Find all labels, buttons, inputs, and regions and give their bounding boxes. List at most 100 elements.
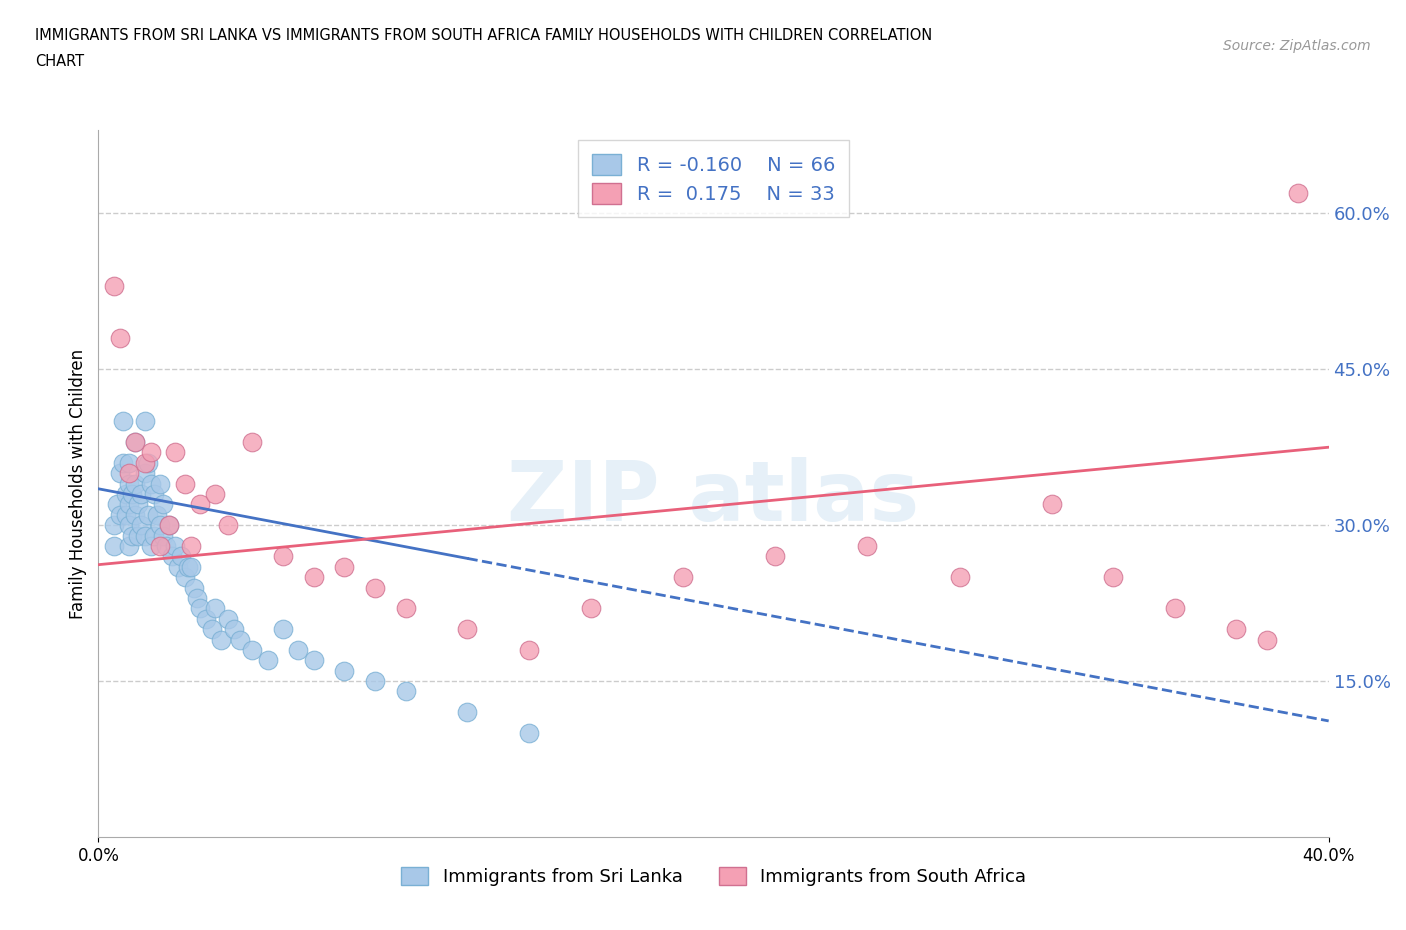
- Point: [180, 538, 202, 553]
- Point: [517, 643, 540, 658]
- Point: [302, 570, 325, 585]
- Text: IMMIGRANTS FROM SRI LANKA VS IMMIGRANTS FROM SOUTH AFRICA FAMILY HOUSEHOLDS WITH: IMMIGRANTS FROM SRI LANKA VS IMMIGRANTS …: [35, 28, 932, 43]
- Point: [108, 466, 131, 481]
- Point: [188, 601, 211, 616]
- Point: [180, 559, 202, 574]
- Point: [127, 528, 149, 543]
- Point: [136, 508, 159, 523]
- Point: [124, 508, 146, 523]
- Point: [124, 476, 146, 491]
- Point: [183, 580, 205, 595]
- Point: [395, 684, 418, 699]
- Point: [121, 528, 143, 543]
- Point: [112, 414, 135, 429]
- Point: [105, 497, 128, 512]
- Point: [146, 508, 169, 523]
- Point: [165, 538, 187, 553]
- Point: [1040, 497, 1063, 512]
- Point: [121, 486, 143, 501]
- Point: [134, 456, 156, 471]
- Point: [364, 673, 387, 688]
- Point: [155, 538, 177, 553]
- Point: [672, 570, 695, 585]
- Point: [118, 456, 141, 471]
- Point: [167, 559, 190, 574]
- Point: [456, 621, 478, 636]
- Point: [364, 580, 387, 595]
- Point: [456, 705, 478, 720]
- Point: [108, 508, 131, 523]
- Point: [136, 456, 159, 471]
- Point: [256, 653, 278, 668]
- Legend: Immigrants from Sri Lanka, Immigrants from South Africa: Immigrants from Sri Lanka, Immigrants fr…: [392, 857, 1035, 895]
- Point: [149, 538, 172, 553]
- Point: [188, 497, 211, 512]
- Point: [204, 601, 226, 616]
- Point: [1286, 185, 1309, 200]
- Point: [333, 559, 356, 574]
- Point: [157, 518, 180, 533]
- Point: [131, 518, 153, 533]
- Point: [124, 434, 146, 449]
- Point: [302, 653, 325, 668]
- Point: [165, 445, 187, 459]
- Point: [287, 643, 309, 658]
- Point: [103, 538, 125, 553]
- Point: [1256, 632, 1278, 647]
- Point: [152, 497, 174, 512]
- Point: [115, 508, 138, 523]
- Text: Source: ZipAtlas.com: Source: ZipAtlas.com: [1223, 39, 1371, 53]
- Point: [134, 528, 156, 543]
- Point: [229, 632, 252, 647]
- Point: [127, 497, 149, 512]
- Point: [118, 518, 141, 533]
- Point: [201, 621, 224, 636]
- Point: [271, 549, 294, 564]
- Point: [103, 518, 125, 533]
- Point: [170, 549, 193, 564]
- Point: [240, 643, 263, 658]
- Point: [118, 497, 141, 512]
- Point: [271, 621, 294, 636]
- Point: [142, 486, 165, 501]
- Point: [139, 476, 162, 491]
- Point: [217, 518, 239, 533]
- Point: [1225, 621, 1247, 636]
- Point: [217, 611, 239, 626]
- Text: ZIP atlas: ZIP atlas: [508, 458, 920, 538]
- Point: [134, 466, 156, 481]
- Point: [118, 466, 141, 481]
- Point: [176, 559, 198, 574]
- Point: [134, 414, 156, 429]
- Point: [131, 486, 153, 501]
- Point: [115, 486, 138, 501]
- Point: [1164, 601, 1187, 616]
- Point: [395, 601, 418, 616]
- Point: [118, 476, 141, 491]
- Point: [149, 476, 172, 491]
- Point: [333, 663, 356, 678]
- Point: [112, 456, 135, 471]
- Point: [579, 601, 602, 616]
- Point: [142, 528, 165, 543]
- Point: [173, 570, 195, 585]
- Point: [157, 518, 180, 533]
- Point: [222, 621, 245, 636]
- Point: [173, 476, 195, 491]
- Point: [162, 549, 183, 564]
- Point: [139, 538, 162, 553]
- Y-axis label: Family Households with Children: Family Households with Children: [69, 349, 87, 618]
- Point: [186, 591, 208, 605]
- Point: [204, 486, 226, 501]
- Point: [139, 445, 162, 459]
- Point: [211, 632, 233, 647]
- Point: [1102, 570, 1125, 585]
- Point: [124, 434, 146, 449]
- Point: [149, 518, 172, 533]
- Point: [195, 611, 218, 626]
- Point: [240, 434, 263, 449]
- Point: [517, 725, 540, 740]
- Point: [103, 279, 125, 294]
- Point: [118, 538, 141, 553]
- Point: [856, 538, 879, 553]
